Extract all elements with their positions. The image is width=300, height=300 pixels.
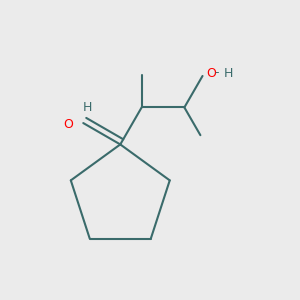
- Text: O: O: [206, 67, 216, 80]
- Text: H: H: [224, 67, 233, 80]
- Text: -: -: [214, 67, 219, 80]
- Text: O: O: [64, 118, 74, 131]
- Text: H: H: [83, 101, 92, 114]
